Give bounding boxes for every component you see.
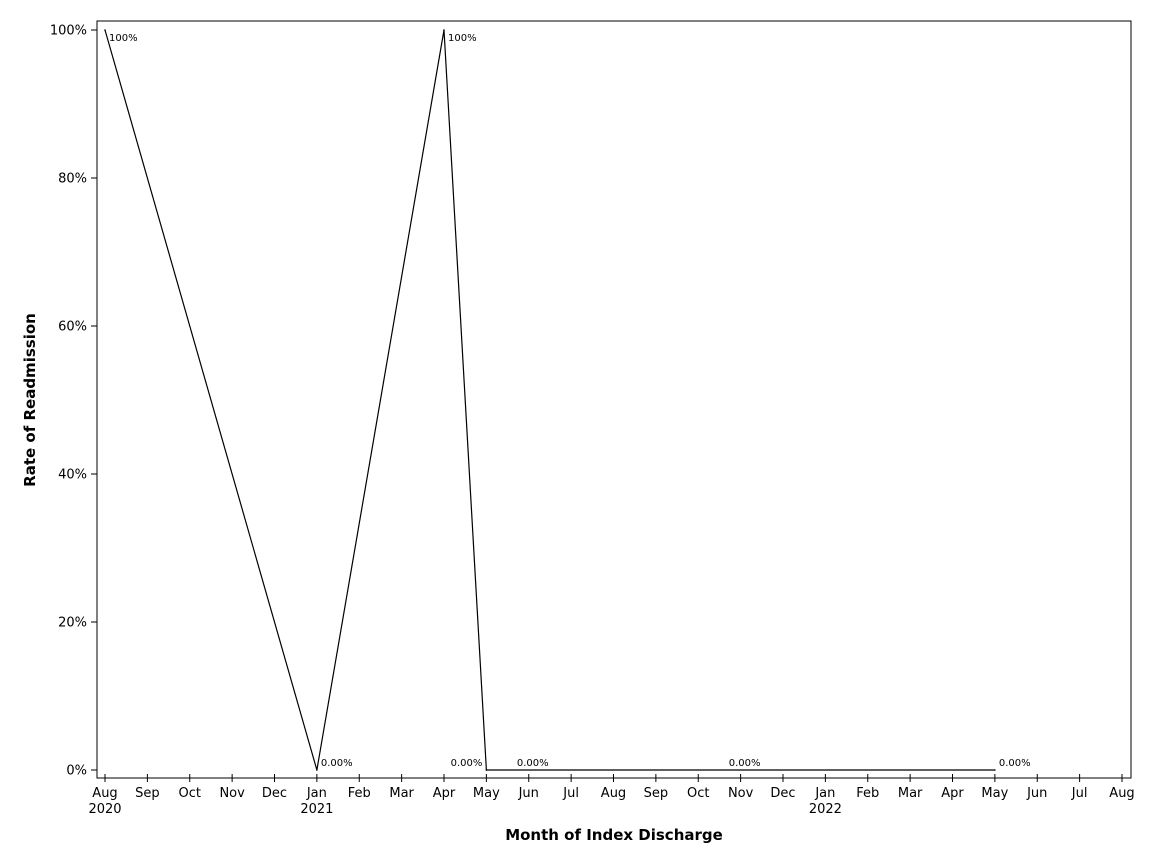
series-line-group bbox=[104, 29, 996, 771]
x-tick-label: Jul bbox=[562, 786, 579, 801]
data-label: 0.00% bbox=[451, 758, 483, 769]
series-line bbox=[104, 29, 995, 771]
x-tick-label: Jan bbox=[814, 786, 835, 801]
x-tick-label: Sep bbox=[135, 786, 160, 801]
x-tick-label: Jan bbox=[306, 786, 327, 801]
data-point bbox=[104, 29, 106, 31]
x-tick-label: May bbox=[473, 786, 500, 801]
x-tick-label: Sep bbox=[644, 786, 669, 801]
y-tick-label: 100% bbox=[50, 24, 87, 39]
x-year-label: 2022 bbox=[809, 802, 842, 817]
data-label: 0.00% bbox=[517, 758, 549, 769]
y-axis-title: Rate of Readmission bbox=[21, 313, 39, 487]
x-tick-label: Aug bbox=[601, 786, 626, 801]
data-point bbox=[485, 769, 488, 771]
x-axis-title: Month of Index Discharge bbox=[505, 826, 723, 844]
x-tick-label: Aug bbox=[1109, 786, 1134, 801]
x-tick-label: May bbox=[981, 786, 1008, 801]
x-tick-label: Jun bbox=[1026, 786, 1047, 801]
x-tick-label: Nov bbox=[728, 786, 754, 801]
x-tick-label: Apr bbox=[433, 786, 456, 801]
x-tick-label: Feb bbox=[348, 786, 371, 801]
data-label: 100% bbox=[448, 33, 477, 44]
y-tick-label: 0% bbox=[66, 764, 87, 779]
x-tick-label: Dec bbox=[770, 786, 795, 801]
x-tick-label: Nov bbox=[219, 786, 245, 801]
x-year-label: 2021 bbox=[300, 802, 333, 817]
x-tick-label: Apr bbox=[941, 786, 964, 801]
data-label: 100% bbox=[109, 33, 138, 44]
y-axis: 0% 20% 40% 60% 80% 100% bbox=[50, 24, 97, 779]
data-point bbox=[316, 769, 318, 771]
x-tick-label: Jun bbox=[518, 786, 539, 801]
y-tick-label: 60% bbox=[58, 320, 87, 335]
x-tick-label: Oct bbox=[687, 786, 709, 801]
data-label-group: 100% 0.00% 100% 0.00% 0.00% 0.00% 0.00% bbox=[109, 33, 1031, 769]
x-tick-label: Mar bbox=[898, 786, 923, 801]
plot-frame bbox=[96, 20, 1132, 779]
x-year-label: 2020 bbox=[88, 802, 121, 817]
y-tick-label: 20% bbox=[58, 616, 87, 631]
y-tick-label: 80% bbox=[58, 172, 87, 187]
data-point bbox=[443, 29, 445, 31]
x-tick-label: Aug bbox=[92, 786, 117, 801]
x-tick-label: Dec bbox=[262, 786, 287, 801]
x-tick-label: Jul bbox=[1071, 786, 1088, 801]
data-label: 0.00% bbox=[321, 758, 353, 769]
data-point bbox=[994, 769, 996, 771]
x-tick-label: Feb bbox=[856, 786, 879, 801]
data-label: 0.00% bbox=[729, 758, 761, 769]
x-tick-label: Mar bbox=[389, 786, 414, 801]
data-label: 0.00% bbox=[999, 758, 1031, 769]
x-tick-label: Oct bbox=[179, 786, 201, 801]
y-tick-label: 40% bbox=[58, 468, 87, 483]
